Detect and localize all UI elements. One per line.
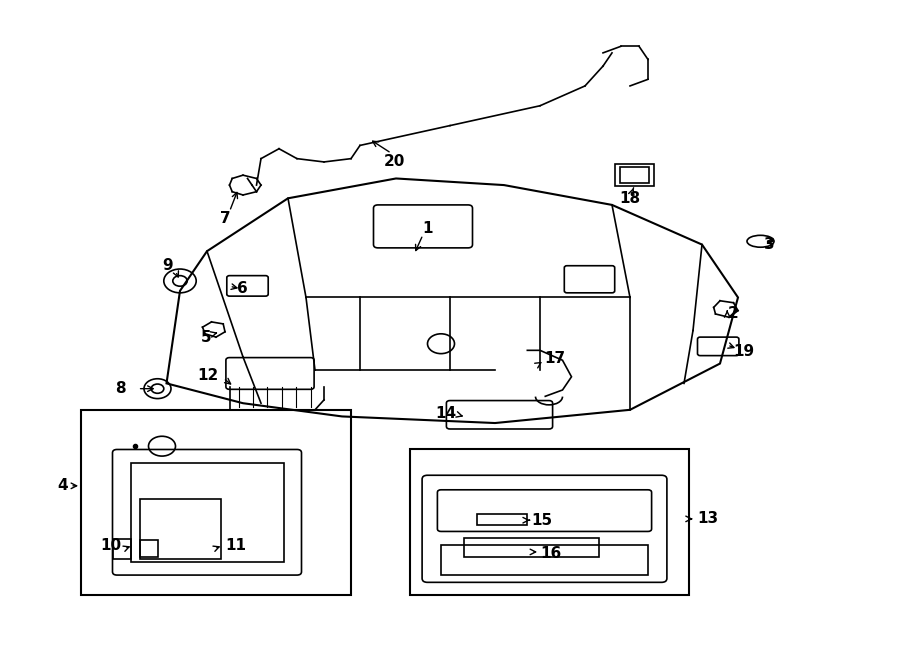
Text: 14: 14 — [436, 406, 456, 420]
Text: 10: 10 — [101, 538, 122, 553]
Text: 3: 3 — [764, 237, 775, 252]
Bar — [441, 545, 648, 575]
Bar — [112, 539, 130, 559]
Text: 18: 18 — [619, 191, 641, 206]
Bar — [81, 410, 351, 595]
Text: 17: 17 — [544, 351, 565, 366]
Bar — [140, 540, 158, 557]
Text: 12: 12 — [197, 368, 219, 383]
Text: 13: 13 — [698, 512, 718, 526]
Text: 11: 11 — [225, 538, 246, 553]
Text: 20: 20 — [383, 155, 405, 169]
Text: 1: 1 — [422, 221, 433, 235]
Text: 15: 15 — [531, 513, 552, 527]
Text: 9: 9 — [162, 258, 173, 273]
Text: 2: 2 — [728, 307, 739, 321]
Text: 4: 4 — [58, 479, 68, 493]
Text: 16: 16 — [540, 546, 562, 561]
Text: 19: 19 — [734, 344, 754, 359]
Text: 5: 5 — [201, 330, 212, 344]
Bar — [477, 514, 526, 525]
Text: 8: 8 — [115, 381, 126, 396]
Bar — [464, 538, 598, 557]
Bar — [410, 449, 688, 595]
Bar — [130, 463, 284, 562]
Text: 6: 6 — [237, 282, 248, 296]
Bar — [140, 499, 220, 559]
Text: 7: 7 — [220, 211, 230, 225]
